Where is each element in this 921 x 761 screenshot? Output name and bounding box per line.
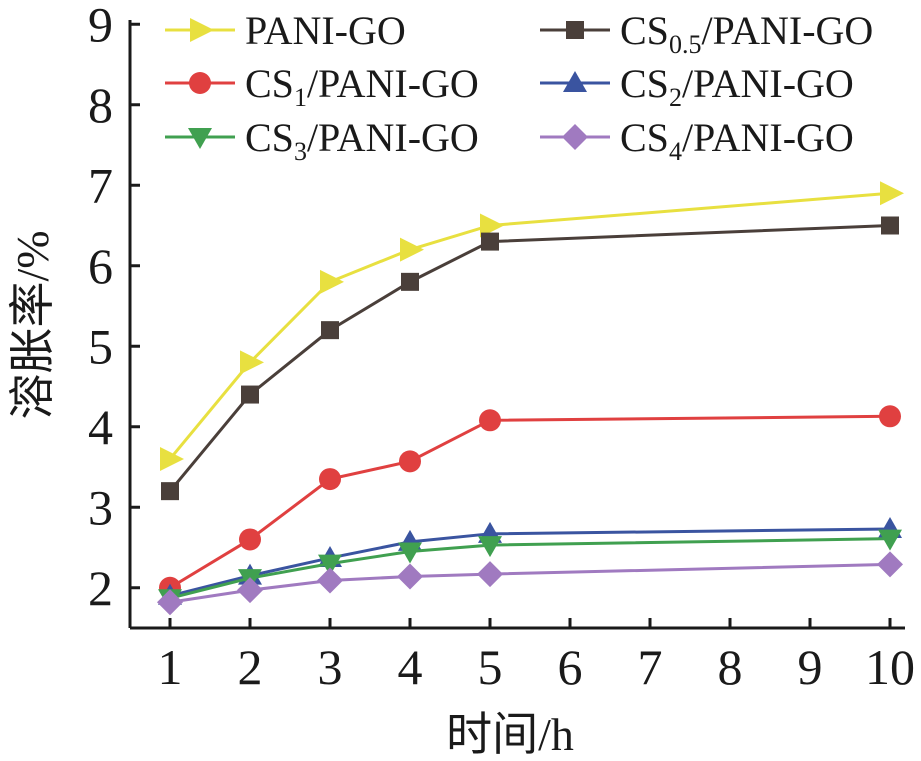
data-point (237, 577, 263, 604)
data-point (157, 589, 183, 616)
data-point (398, 542, 422, 564)
legend-marker (188, 128, 212, 149)
data-point (320, 269, 344, 294)
data-point (160, 446, 184, 471)
data-point (478, 536, 502, 558)
series-0 (160, 181, 904, 471)
data-point (401, 272, 419, 291)
x-tick-label: 4 (398, 639, 423, 695)
legend-item: CS1/PANI-GO (165, 61, 479, 112)
series-1 (161, 216, 899, 501)
legend-marker (190, 18, 214, 42)
axes (128, 20, 905, 630)
data-point (878, 529, 902, 551)
series-3 (158, 516, 902, 605)
legend-item: PANI-GO (165, 8, 406, 53)
y-tick-label: 6 (88, 238, 113, 294)
y-tick-label: 7 (88, 157, 113, 213)
data-point (481, 232, 499, 251)
data-point (240, 350, 264, 375)
legend-item: CS0.5/PANI-GO (540, 8, 873, 59)
legend-label: PANI-GO (245, 8, 406, 53)
data-point (879, 405, 901, 428)
data-point (479, 409, 501, 432)
data-point (881, 216, 899, 235)
series-layer (157, 181, 904, 616)
data-point (399, 450, 421, 473)
data-point (241, 385, 259, 404)
x-tick-label: 5 (478, 639, 503, 695)
legend-label: CS1/PANI-GO (245, 61, 479, 112)
x-tick-label: 6 (558, 639, 583, 695)
legend-label: CS3/PANI-GO (245, 115, 479, 166)
data-point (880, 181, 904, 206)
data-point (239, 528, 261, 551)
series-5 (157, 551, 903, 616)
series-line (168, 191, 891, 460)
x-axis-title: 时间/h (446, 709, 574, 760)
legend-item: CS3/PANI-GO (165, 115, 479, 166)
y-tick-label: 9 (88, 0, 113, 52)
y-tick-label: 4 (88, 399, 113, 455)
y-tick-label: 8 (88, 77, 113, 133)
data-point (161, 482, 179, 501)
y-tick-label: 2 (88, 560, 113, 616)
legend-marker (563, 71, 587, 92)
legend-label: CS2/PANI-GO (620, 61, 854, 112)
series-line (169, 562, 891, 604)
series-line (168, 224, 891, 493)
series-line (169, 537, 891, 600)
x-tick-label: 7 (638, 639, 663, 695)
data-point (480, 213, 504, 238)
y-axis-title: 溶胀率/% (7, 230, 58, 419)
y-tick-label: 3 (88, 479, 113, 535)
data-point (877, 551, 903, 578)
legend-label: CS4/PANI-GO (620, 115, 854, 166)
y-tick-label: 5 (88, 318, 113, 374)
legend-item: CS2/PANI-GO (540, 61, 854, 112)
x-tick-label: 9 (798, 639, 823, 695)
x-tick-label: 1 (158, 639, 183, 695)
data-point (318, 554, 342, 576)
series-line (169, 527, 891, 598)
x-tick-label: 2 (238, 639, 263, 695)
data-point (319, 468, 341, 491)
legend-item: CS4/PANI-GO (540, 115, 854, 166)
x-tick-label: 3 (318, 639, 343, 695)
legend-marker (562, 124, 588, 150)
data-point (321, 321, 339, 340)
x-tick-label: 10 (865, 639, 915, 695)
x-tick-label: 8 (718, 639, 743, 695)
data-point (317, 567, 343, 594)
series-line (169, 414, 891, 590)
legend-label: CS0.5/PANI-GO (620, 8, 873, 59)
legend-marker (566, 21, 584, 39)
data-point (477, 561, 503, 588)
legend: PANI-GO CS0.5/PANI-GO CS1/PANI-GO CS2/PANI-… (165, 8, 873, 166)
data-point (400, 237, 424, 262)
legend-marker (189, 72, 211, 94)
data-point (397, 563, 423, 590)
